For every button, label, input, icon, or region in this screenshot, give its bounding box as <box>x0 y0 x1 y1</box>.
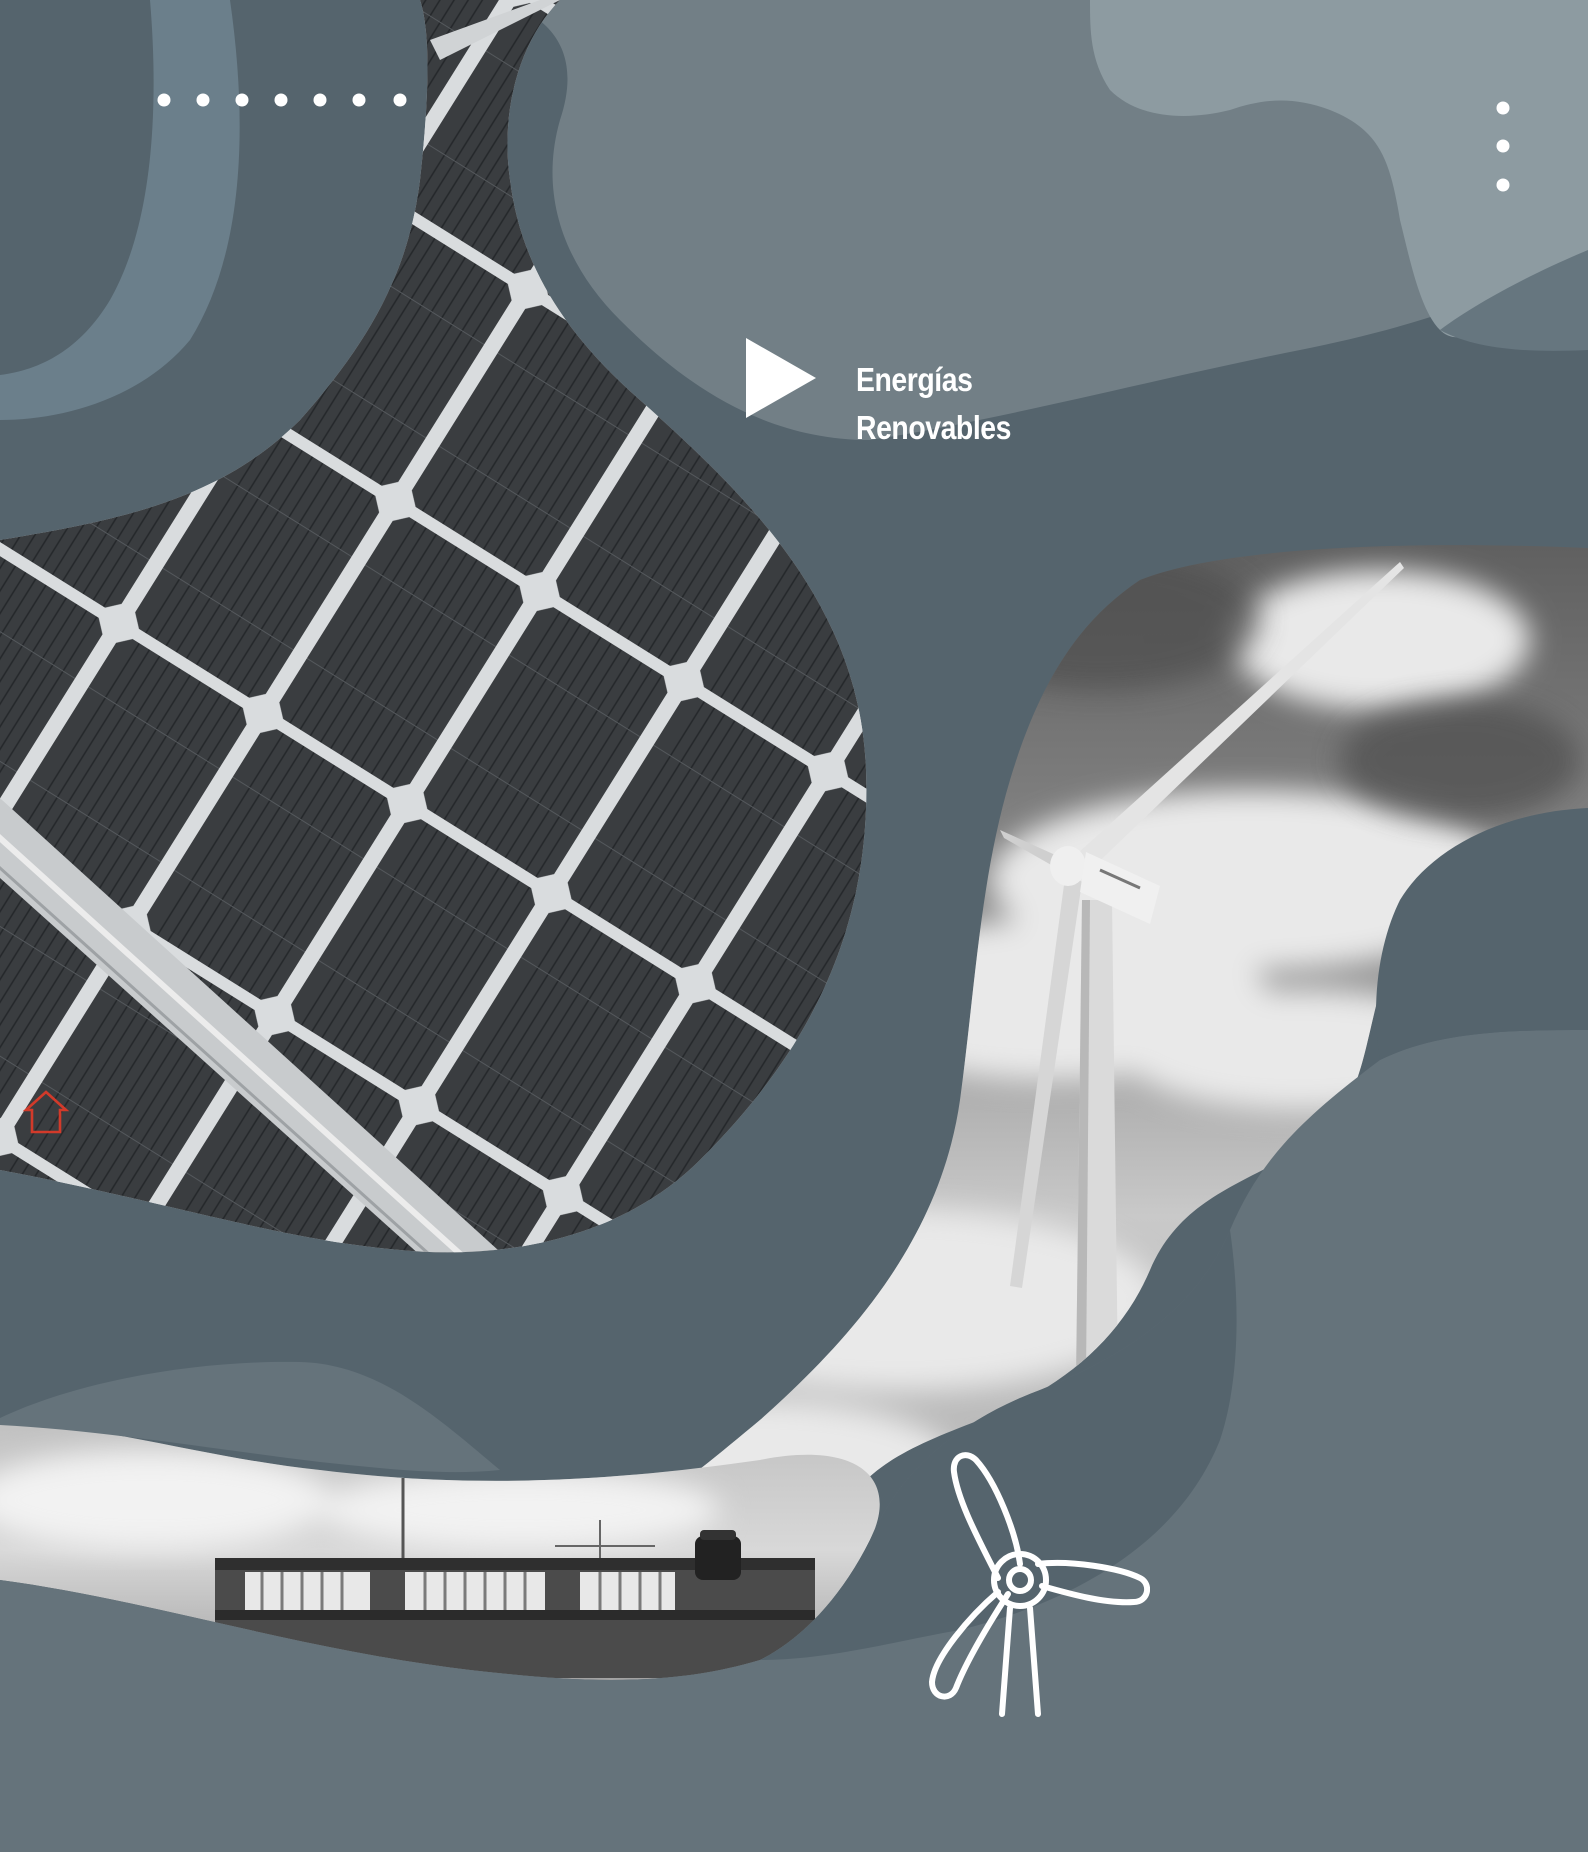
page-title: Energías Renovables <box>856 356 1011 452</box>
page-title-line-1: Energías <box>856 361 973 398</box>
page-title-line-2: Renovables <box>856 409 1012 446</box>
play-icon <box>746 338 816 418</box>
horizontal-dots-decoration <box>157 93 407 107</box>
home-icon[interactable] <box>22 1088 70 1138</box>
wind-turbine-icon <box>929 1452 1150 1717</box>
vertical-dots-menu-icon[interactable] <box>1490 96 1516 196</box>
